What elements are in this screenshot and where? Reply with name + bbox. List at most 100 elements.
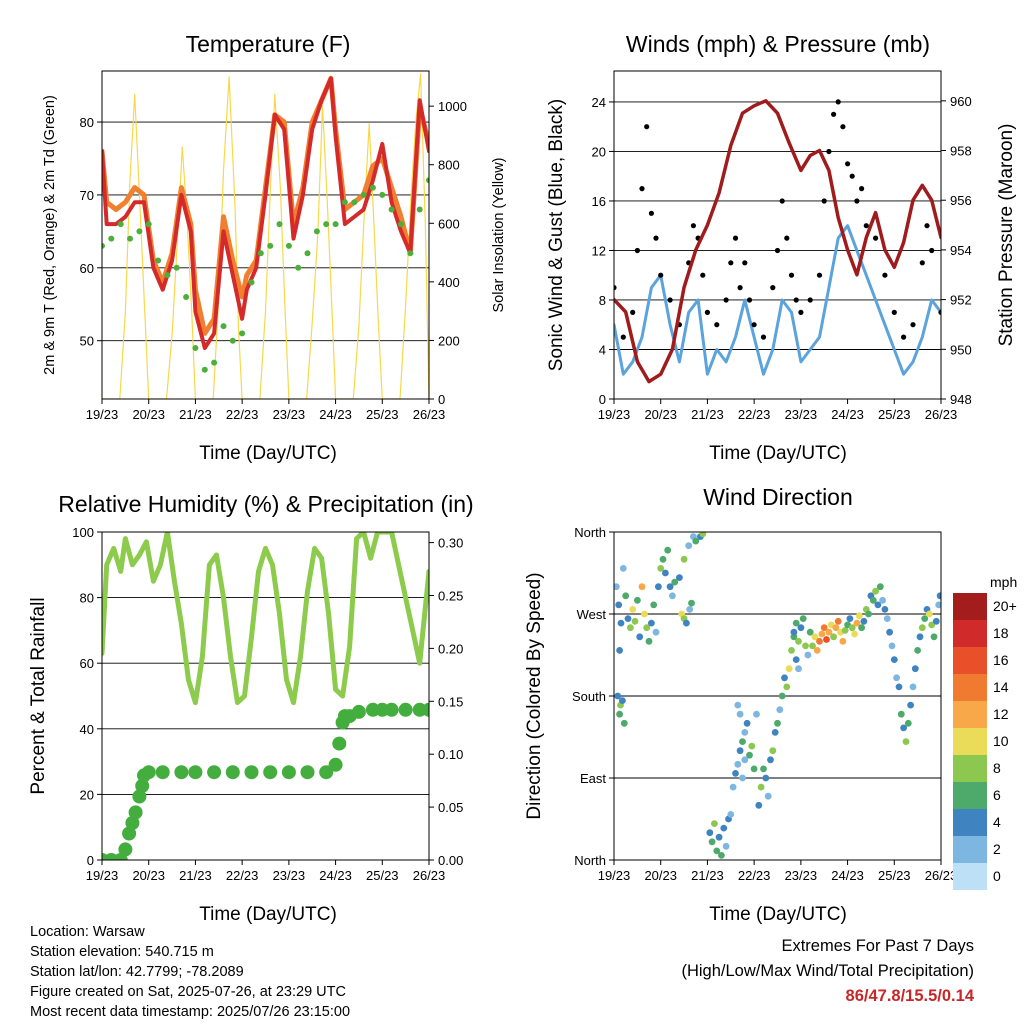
series-precip-point (263, 765, 278, 780)
direction-point (874, 601, 882, 609)
y2-tick-label: 950 (950, 342, 972, 357)
direction-point (769, 747, 777, 755)
extremes-box: Extremes For Past 7 Days (High/Low/Max W… (681, 934, 974, 1009)
latlon-text: Station lat/lon: 42.7799; -78.2089 (30, 964, 244, 980)
series-gust-point (863, 223, 869, 229)
series-gust-point (840, 124, 846, 130)
y2-tick-label: 200 (438, 333, 460, 348)
series-precip-point (300, 765, 315, 780)
direction-point (879, 596, 886, 604)
colorbar: mph 20+ 18 16 14 12 10 8 6 4 2 0 (953, 574, 1017, 890)
extremes-title: Extremes For Past 7 Days (781, 937, 974, 955)
series-precip-point (328, 757, 343, 772)
direction-point (641, 610, 648, 618)
series-gust-point (924, 223, 930, 229)
direction-point (736, 710, 744, 718)
x-tick-label: 20/23 (132, 407, 165, 422)
x-axis-label: Time (Day/UTC) (199, 904, 337, 925)
series-td2m-point (341, 199, 348, 206)
direction-point (750, 765, 758, 773)
series-gust-point (784, 235, 790, 241)
colorbar-title: mph (990, 574, 1017, 590)
x-tick-label: 24/23 (831, 407, 864, 422)
series-td2m-point (351, 199, 358, 206)
x-axis-label: Time (Day/UTC) (709, 443, 847, 464)
chart-title: Relative Humidity (%) & Precipitation (i… (58, 491, 473, 517)
x-tick-label: 23/23 (273, 868, 306, 883)
plot-frame (613, 70, 942, 400)
direction-point (795, 637, 802, 645)
series-gust-point (919, 260, 925, 266)
series-precip-point (398, 702, 413, 717)
series-precip-point (281, 765, 296, 780)
direction-point (741, 756, 749, 764)
x-tick-label: 23/23 (785, 868, 818, 883)
direction-point (662, 569, 669, 577)
direction-point (741, 729, 749, 736)
series-precip-point (351, 704, 366, 719)
direction-point (753, 710, 760, 718)
direction-point (816, 637, 823, 645)
x-axis-label: Time (Day/UTC) (199, 443, 337, 464)
direction-point (935, 601, 941, 609)
y-tick-label: South (572, 689, 606, 704)
y2-tick-label: 0.05 (438, 800, 463, 815)
direction-point (619, 697, 626, 704)
panel-winds: 0 4 8 12 16 20 24 948 950 952 954 956 958 960 19/23 20/… (546, 31, 1017, 464)
colorbar-label: 20+ (993, 598, 1017, 614)
series-gust-point (798, 309, 804, 315)
direction-point (783, 683, 791, 691)
series-td2m-point (117, 221, 124, 228)
series-td2m-point (313, 228, 320, 235)
series-precip-point (141, 765, 156, 780)
direction-point (699, 532, 707, 538)
series-td2m-point (360, 191, 367, 198)
y2-tick-label: 0.30 (438, 536, 463, 551)
location-text: Location: Warsaw (30, 924, 145, 940)
series-precip-point (128, 805, 143, 820)
direction-point (715, 833, 723, 841)
x-tick-label: 26/23 (413, 407, 446, 422)
series-gust-point (891, 309, 897, 315)
series-gust-point (826, 148, 832, 155)
series-gust-point (859, 186, 865, 192)
series-gust-point (658, 272, 664, 278)
direction-point (893, 674, 900, 682)
chart-title: Wind Direction (703, 484, 853, 510)
series-precip-point (332, 736, 347, 751)
direction-point (911, 665, 919, 673)
y-tick-label: North (574, 853, 606, 868)
colorbar-label: 6 (993, 787, 1001, 803)
direction-point (680, 555, 688, 563)
series-gust-point (667, 297, 673, 303)
series-gust-point (770, 285, 776, 291)
y2-tick-label: 0.15 (438, 694, 463, 709)
series-gust-point (742, 260, 748, 266)
series-gust-point (831, 111, 837, 117)
series-gust-point (644, 124, 650, 130)
y-axis-label: 2m & 9m T (Red, Orange) & 2m Td (Green) (42, 95, 58, 375)
y-axis-label: Sonic Wind & Gust (Blue, Black) (546, 99, 567, 371)
direction-point (872, 587, 879, 595)
direction-point (643, 624, 651, 632)
x-tick-label: 23/23 (785, 407, 818, 422)
y-axis-label: Percent & Total Rainfall (28, 597, 49, 794)
direction-point (900, 724, 907, 732)
y-tick-label: 0 (87, 853, 94, 868)
y2-tick-label: 800 (438, 158, 460, 173)
extremes-subtitle: (High/Low/Max Wind/Total Precipitation) (681, 962, 974, 980)
series-gust-point (873, 235, 879, 241)
direction-point (669, 592, 676, 600)
series-td2m-point (211, 359, 218, 366)
direction-point (851, 630, 858, 638)
direction-point (797, 624, 805, 632)
direction-point (776, 706, 784, 714)
y-tick-label: 12 (592, 243, 606, 258)
series-td2m-point (304, 250, 311, 257)
y-tick-label: 60 (80, 656, 94, 671)
series-td2m-point (155, 257, 162, 264)
direction-point (792, 656, 800, 663)
data-layer (102, 73, 429, 399)
direction-point (650, 601, 658, 609)
